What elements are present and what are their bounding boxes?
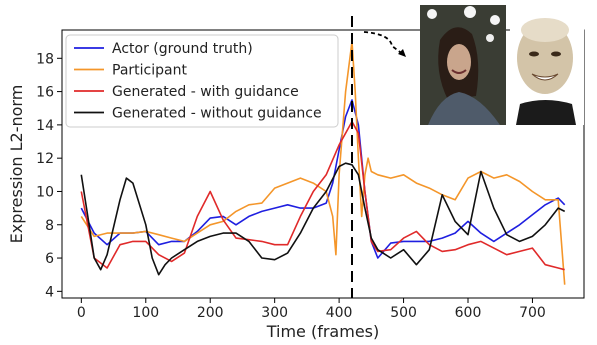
x-axis-label: Time (frames) bbox=[266, 322, 380, 341]
legend: Actor (ground truth) Participant Generated… bbox=[65, 34, 339, 128]
x-tick-label: 200 bbox=[197, 305, 224, 321]
x-tick-label: 0 bbox=[77, 305, 86, 321]
series-layer bbox=[80, 40, 566, 285]
legend-box bbox=[65, 34, 339, 128]
y-axis-ticks: 4 6 8 10 12 14 16 18 bbox=[36, 51, 62, 300]
y-tick-label: 16 bbox=[36, 85, 54, 101]
y-tick-label: 6 bbox=[45, 251, 54, 267]
x-axis-ticks: 0 100 200 300 400 500 600 700 bbox=[77, 298, 546, 321]
x-tick-label: 500 bbox=[390, 305, 417, 321]
y-tick-label: 10 bbox=[36, 184, 54, 200]
legend-entries: Actor (ground truth) Participant Generated… bbox=[74, 41, 322, 122]
x-tick-label: 700 bbox=[519, 305, 546, 321]
y-tick-label: 14 bbox=[36, 118, 54, 134]
series-line-participant bbox=[80, 40, 566, 285]
legend-label-actor-ground-truth: Actor (ground truth) bbox=[112, 41, 253, 57]
y-tick-label: 4 bbox=[45, 284, 54, 300]
participant-face-photo bbox=[420, 5, 506, 125]
x-tick-label: 400 bbox=[326, 305, 353, 321]
series-line-actor-ground-truth bbox=[80, 99, 566, 259]
y-axis-label: Expression L2-norm bbox=[7, 85, 26, 244]
legend-label-participant: Participant bbox=[112, 63, 187, 79]
annotation-arrowhead bbox=[398, 49, 406, 57]
y-tick-label: 12 bbox=[36, 151, 54, 167]
legend-label-generated-with-guidance: Generated - with guidance bbox=[112, 84, 299, 100]
y-tick-label: 8 bbox=[45, 218, 54, 234]
annotation-arrow bbox=[363, 31, 405, 56]
x-tick-label: 100 bbox=[132, 305, 159, 321]
series-line-generated-without-guidance bbox=[80, 162, 566, 276]
x-tick-label: 300 bbox=[261, 305, 288, 321]
legend-label-generated-without-guidance: Generated - without guidance bbox=[112, 106, 322, 122]
y-tick-label: 18 bbox=[36, 51, 54, 67]
x-tick-label: 600 bbox=[455, 305, 482, 321]
generated-avatar-face bbox=[510, 5, 584, 125]
